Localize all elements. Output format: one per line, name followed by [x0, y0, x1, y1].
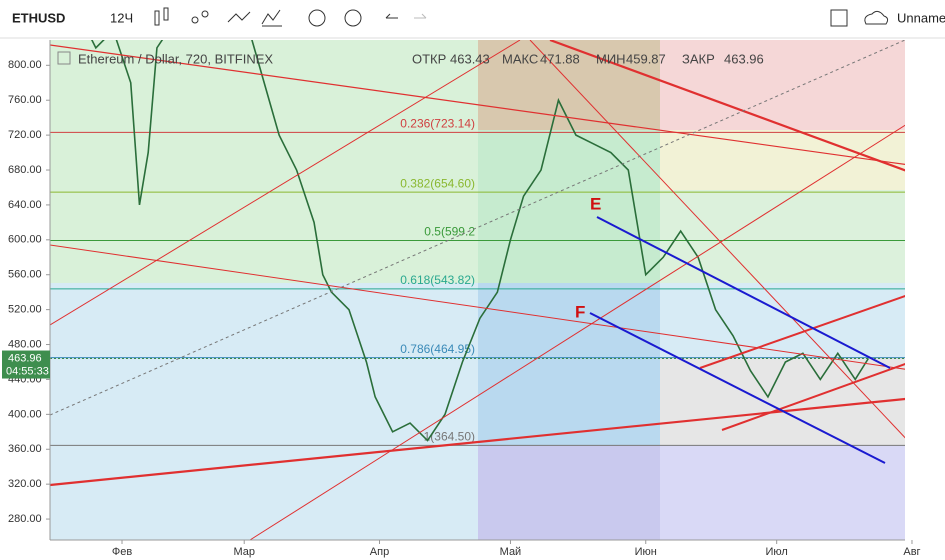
y-tick-label: 280.00 — [8, 513, 42, 525]
x-tick-label: Июн — [635, 546, 657, 558]
open-value: 463.43 — [450, 51, 490, 66]
y-tick-label: 640.00 — [8, 199, 42, 211]
x-tick-label: Апр — [370, 546, 389, 558]
fib-label: 0.618(543.82) — [400, 273, 475, 287]
close-label: ЗАКР — [682, 51, 715, 66]
toolbar — [0, 0, 945, 38]
y-tick-label: 800.00 — [8, 59, 42, 71]
y-tick-label: 360.00 — [8, 443, 42, 455]
x-tick-label: Июл — [766, 546, 788, 558]
fib-label: 0.236(723.14) — [400, 117, 475, 131]
fib-label: 0.786(464.95) — [400, 342, 475, 356]
y-tick-label: 320.00 — [8, 478, 42, 490]
last-price-box — [2, 350, 50, 379]
fib-label: 0.382(654.60) — [400, 176, 475, 190]
x-tick-label: Фев — [112, 546, 132, 558]
interval[interactable]: 12Ч — [110, 10, 133, 25]
x-tick-label: Мар — [233, 546, 255, 558]
toolbar-icons[interactable] — [154, 7, 889, 27]
price-line — [91, 40, 870, 442]
countdown: 04:55:33 — [6, 365, 49, 377]
y-tick-label: 720.00 — [8, 129, 42, 141]
y-tick-label: 560.00 — [8, 269, 42, 281]
y-tick-label: 680.00 — [8, 164, 42, 176]
zones — [50, 40, 905, 540]
close-value: 463.96 — [724, 51, 764, 66]
last-price-label: 463.96 — [8, 352, 42, 364]
fib-label: 0.5(599.2 — [424, 225, 475, 239]
y-tick-label: 520.00 — [8, 304, 42, 316]
y-tick-label: 760.00 — [8, 94, 42, 106]
y-tick-label: 600.00 — [8, 234, 42, 246]
x-tick-label: Май — [500, 546, 522, 558]
layout-name[interactable]: Unname — [897, 10, 945, 25]
y-tick-label: 400.00 — [8, 408, 42, 420]
y-tick-label: 480.00 — [8, 338, 42, 350]
open-label: ОТКР — [412, 51, 446, 66]
low-value: 459.87 — [626, 51, 666, 66]
x-tick-label: Авг — [903, 546, 920, 558]
trend-lines — [50, 40, 905, 540]
high-label: МАКС — [502, 51, 538, 66]
symbol[interactable]: ETHUSD — [12, 10, 65, 25]
annotation-e: E — [590, 194, 601, 213]
chart-title: Ethereum / Dollar, 720, BITFINEX — [78, 51, 273, 66]
fib-label: 1(364.50) — [424, 429, 475, 443]
chart-header: Ethereum / Dollar, 720, BITFINEX ОТКР 46… — [57, 51, 764, 66]
annotation-f: F — [575, 302, 585, 321]
low-label: МИН — [596, 51, 626, 66]
high-value: 471.88 — [540, 51, 580, 66]
